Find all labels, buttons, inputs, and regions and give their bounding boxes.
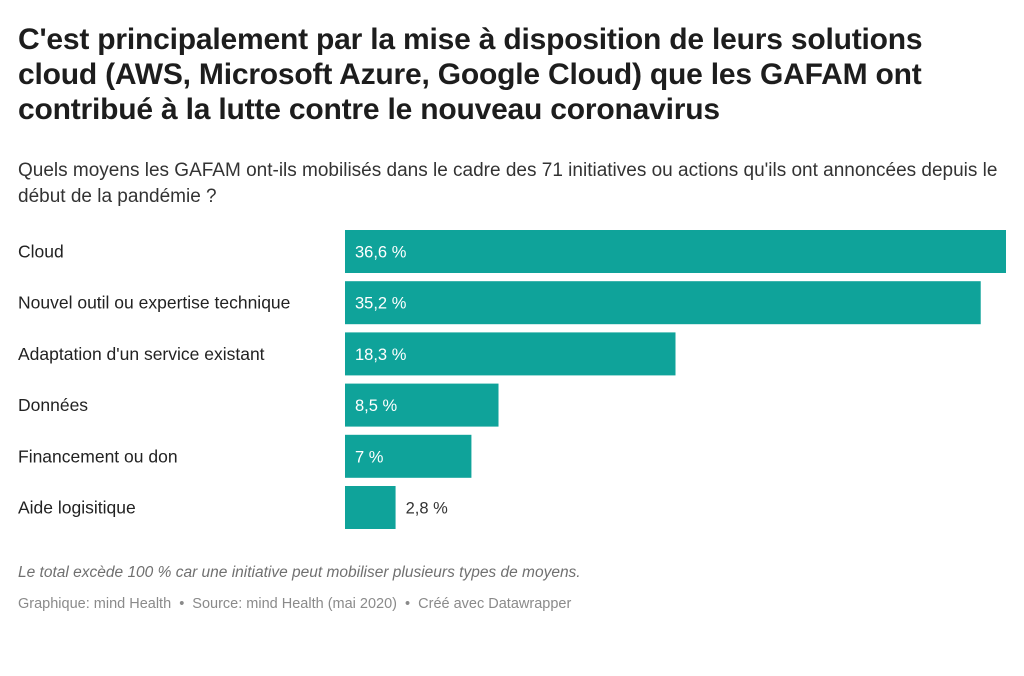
value-label: 36,6 % [355,244,407,262]
bar-chart: Cloud 36,6 % Nouvel outil ou expertise tec… [18,230,1006,529]
chart-title: C'est principalement par la mise à dispo… [18,23,923,126]
bar [345,281,981,325]
footer-separator: • [405,596,411,612]
footer-source: Source: mind Health (mai 2020) [192,596,398,612]
footer-separator: • [179,596,185,612]
category-label: Nouvel outil ou expertise technique [18,293,290,313]
value-label: 7 % [355,448,384,466]
value-label: 8,5 % [355,397,398,415]
value-label: 18,3 % [355,346,407,364]
category-label: Aide logisitique [18,498,136,518]
category-label: Financement ou don [18,446,178,466]
chart-footer: Graphique: mind Health • Source: mind He… [18,596,571,612]
value-label: 2,8 % [406,500,449,518]
category-label: Cloud [18,242,64,262]
category-label: Adaptation d'un service existant [18,344,265,364]
bar [345,434,472,478]
chart-notes: Le total excède 100 % car une initiative… [18,564,581,581]
category-label: Données [18,395,88,415]
footer-credit: Créé avec Datawrapper [418,596,572,612]
bar [345,230,1006,273]
bar [345,332,676,376]
value-label: 35,2 % [355,295,407,313]
bar [345,383,499,427]
bar [345,486,396,529]
chart-subtitle: Quels moyens les GAFAM ont-ils mobilisés… [18,160,998,207]
footer-graphic: Graphique: mind Health [18,596,172,612]
